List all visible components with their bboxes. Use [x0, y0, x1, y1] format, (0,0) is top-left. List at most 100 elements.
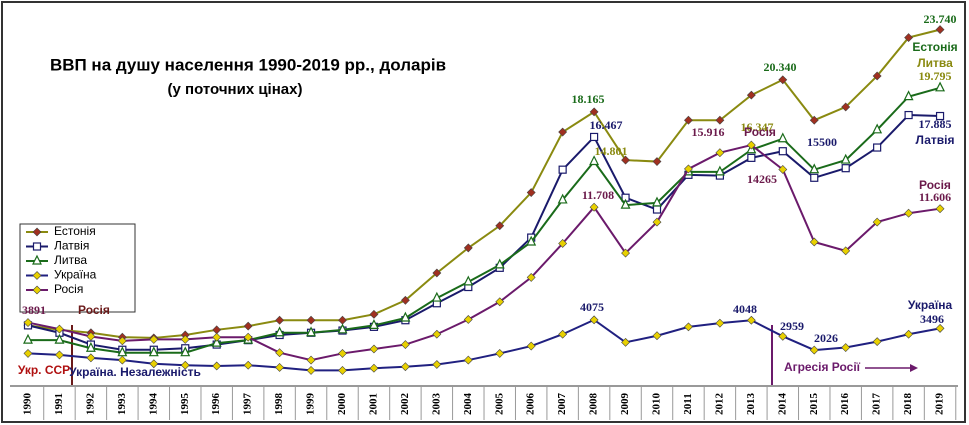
annotation: Україна. Незалежність [69, 365, 201, 379]
data-point [809, 163, 820, 174]
data-point [275, 363, 285, 372]
data-point [746, 140, 756, 150]
value-label: 3496 [920, 312, 944, 326]
data-point [338, 349, 347, 358]
data-point [935, 323, 945, 333]
data-point [148, 346, 159, 357]
series-line [27, 318, 941, 372]
data-point [494, 258, 505, 269]
data-point [463, 315, 473, 324]
data-point [243, 332, 253, 342]
data-point [338, 365, 347, 375]
data-point [23, 349, 33, 358]
data-point [715, 115, 725, 125]
data-point [180, 360, 190, 370]
series-line [27, 114, 941, 351]
annotation: Литва [917, 56, 953, 70]
data-point [243, 360, 253, 370]
legend-label: Литва [54, 253, 87, 267]
legend-marker [32, 271, 42, 280]
data-point [526, 188, 536, 197]
value-label: 2026 [814, 331, 838, 345]
x-tick-label: 1993 [116, 393, 128, 416]
data-point [495, 349, 505, 358]
data-point [274, 326, 285, 337]
x-tick-label: 1997 [242, 393, 254, 416]
data-point [935, 204, 945, 214]
data-point [243, 321, 253, 331]
annotation: Естонія [912, 40, 957, 54]
data-point [809, 115, 819, 125]
data-point [369, 363, 379, 373]
data-point [526, 341, 536, 351]
data-point [778, 147, 787, 156]
data-point [904, 33, 914, 42]
arrow-head [910, 364, 918, 372]
value-label: 17.885 [919, 117, 952, 131]
data-point [620, 198, 631, 209]
data-point [369, 309, 379, 319]
data-point [400, 311, 411, 322]
data-point [809, 345, 819, 355]
x-tick-label: 2013 [745, 393, 757, 416]
data-point [431, 291, 442, 302]
data-point [432, 329, 442, 339]
legend-marker [32, 242, 42, 251]
data-point [55, 324, 64, 334]
data-point [149, 334, 159, 344]
data-point [652, 157, 662, 166]
value-label: 20.340 [764, 60, 797, 74]
x-tick-label: 2009 [619, 393, 631, 416]
data-point [85, 341, 96, 352]
data-point [935, 25, 945, 35]
data-point [903, 90, 914, 101]
legend-marker [32, 285, 42, 295]
x-tick-label: 2017 [871, 393, 883, 416]
data-point [715, 318, 725, 328]
x-tick-label: 2003 [430, 393, 442, 416]
data-point [872, 71, 882, 81]
data-point [652, 205, 662, 214]
data-point [684, 322, 693, 332]
data-point [652, 196, 662, 207]
data-point [180, 346, 191, 357]
data-point [432, 360, 442, 369]
value-label: 11.708 [582, 188, 614, 202]
data-point [180, 334, 190, 344]
data-point [589, 315, 599, 325]
data-point [54, 333, 65, 344]
legend-box [19, 223, 136, 313]
data-point [212, 361, 222, 371]
x-tick-label: 2019 [934, 393, 946, 416]
annotation: Агресія Росії [784, 360, 861, 374]
x-tick-label: 2010 [651, 393, 663, 416]
data-point [746, 90, 756, 100]
data-point [86, 353, 96, 363]
value-label: 4048 [733, 302, 757, 316]
x-tick-label: 1998 [273, 393, 285, 416]
data-point [652, 331, 662, 341]
legend-label: Естонія [54, 224, 96, 238]
data-point [935, 111, 945, 121]
data-point [463, 243, 473, 253]
data-point [212, 332, 222, 342]
value-label: 3891 [22, 303, 46, 317]
x-tick-label: 2012 [713, 393, 725, 416]
data-point [872, 337, 882, 347]
x-tick-label: 1994 [147, 393, 159, 416]
data-point [904, 208, 914, 218]
x-tick-label: 1991 [53, 393, 65, 415]
data-point [841, 164, 850, 173]
data-point [746, 315, 756, 325]
data-point [368, 319, 379, 329]
x-tick-label: 2004 [462, 393, 474, 416]
annotation: Росія [744, 125, 776, 139]
value-label: 16.467 [590, 118, 623, 132]
data-point [684, 164, 693, 174]
value-label: 19.795 [919, 69, 952, 83]
data-point [589, 132, 599, 142]
x-tick-label: 2015 [808, 393, 820, 416]
data-point [400, 295, 410, 305]
data-point [211, 336, 222, 347]
